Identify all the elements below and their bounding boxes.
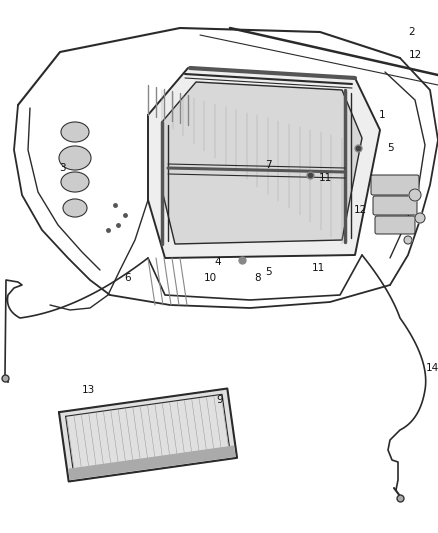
- Text: 11: 11: [311, 263, 325, 273]
- Ellipse shape: [61, 122, 89, 142]
- FancyBboxPatch shape: [371, 175, 419, 195]
- Text: 7: 7: [265, 160, 271, 170]
- Circle shape: [415, 213, 425, 223]
- Polygon shape: [69, 446, 235, 479]
- Text: 1: 1: [379, 110, 385, 120]
- Ellipse shape: [59, 146, 91, 170]
- Text: 6: 6: [125, 273, 131, 283]
- Text: 9: 9: [217, 395, 223, 405]
- Text: 2: 2: [409, 27, 415, 37]
- Text: 8: 8: [254, 273, 261, 283]
- Text: 4: 4: [215, 257, 221, 267]
- Circle shape: [404, 236, 412, 244]
- Text: 3: 3: [59, 163, 65, 173]
- Text: 5: 5: [265, 267, 271, 277]
- Ellipse shape: [63, 199, 87, 217]
- Polygon shape: [148, 68, 380, 258]
- Text: 14: 14: [425, 363, 438, 373]
- Text: 13: 13: [81, 385, 95, 395]
- Polygon shape: [59, 389, 237, 481]
- Text: 12: 12: [408, 50, 422, 60]
- Text: 10: 10: [203, 273, 216, 283]
- FancyBboxPatch shape: [375, 216, 415, 234]
- Text: 12: 12: [353, 205, 367, 215]
- Circle shape: [409, 189, 421, 201]
- Ellipse shape: [61, 172, 89, 192]
- FancyBboxPatch shape: [373, 196, 417, 215]
- Polygon shape: [162, 82, 362, 244]
- Text: 11: 11: [318, 173, 332, 183]
- Text: 5: 5: [387, 143, 393, 153]
